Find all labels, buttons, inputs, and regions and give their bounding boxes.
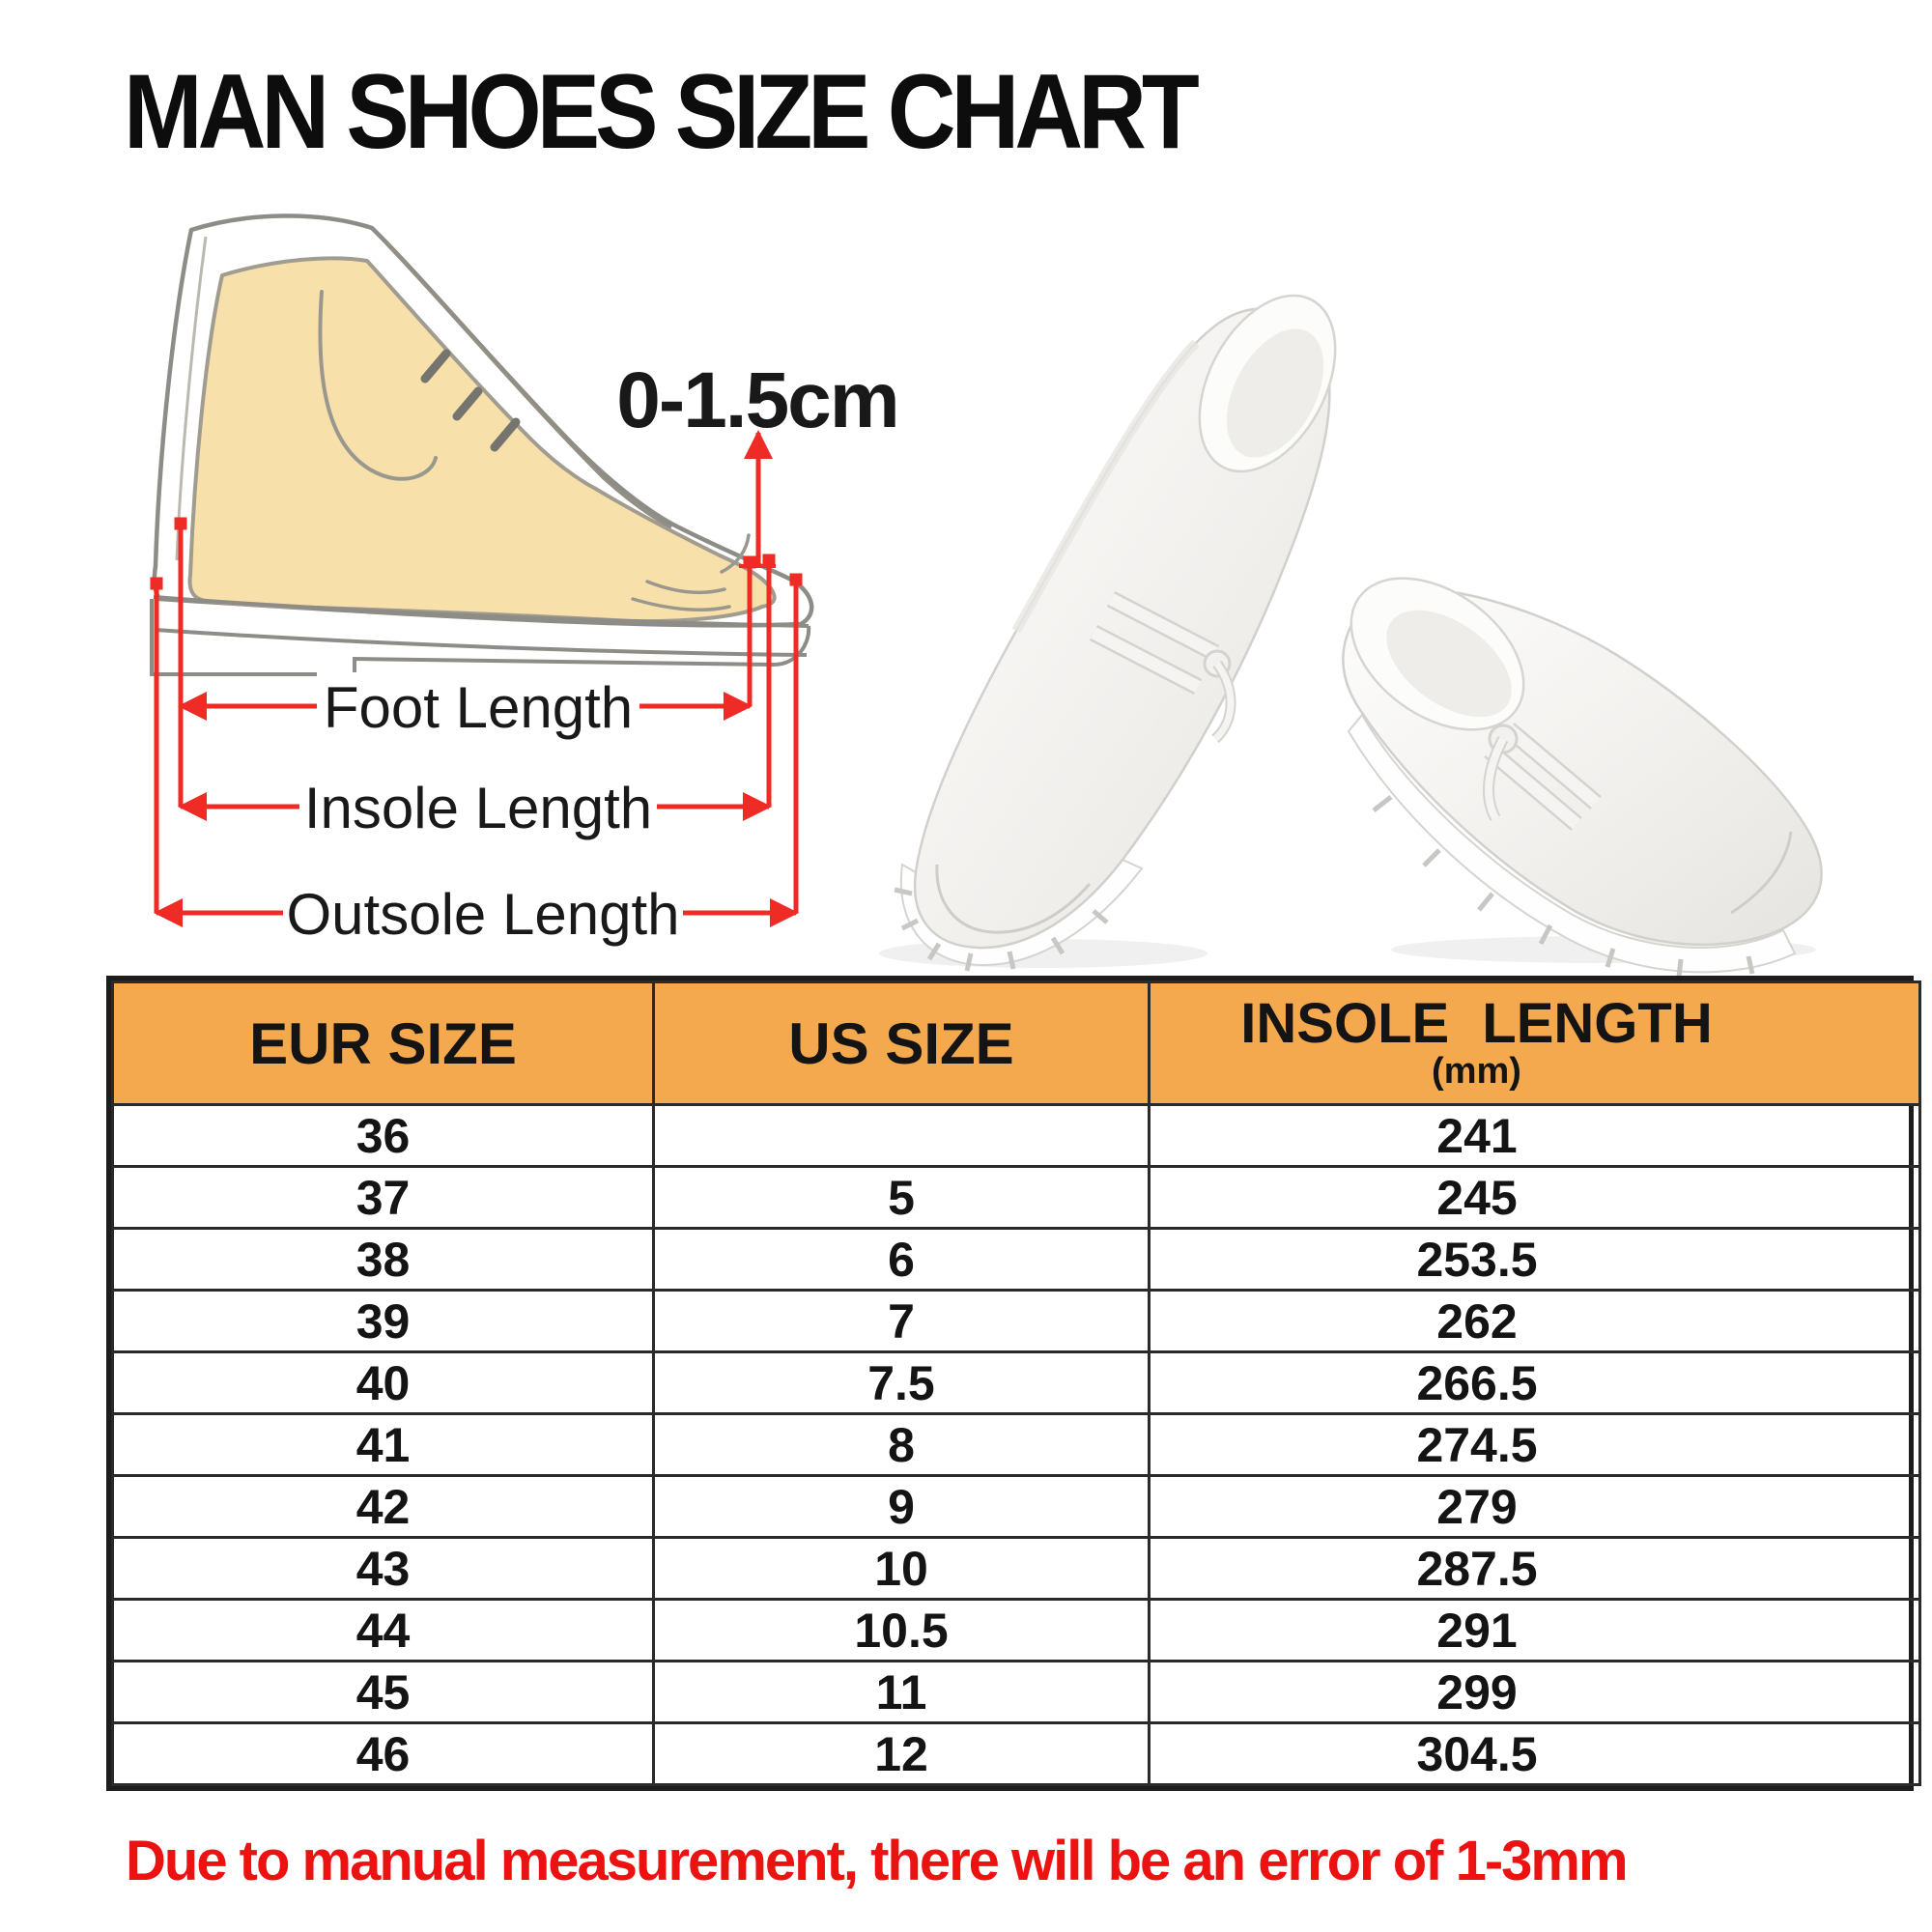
eur-cell: 42	[111, 1474, 655, 1539]
right-shoe-lace	[1483, 723, 1602, 831]
left-shoe	[894, 294, 1337, 972]
header-insole-unit: (mm)	[1432, 1051, 1521, 1092]
table-row: 46 12 304.5	[111, 1721, 1921, 1786]
sketch-collar	[384, 242, 672, 529]
insole-cell: 287.5	[1148, 1536, 1921, 1601]
foot-measurement-diagram: 0-1.5cm Foot Length Insole Length Outsol…	[150, 213, 900, 947]
insole-cell: 274.5	[1148, 1412, 1921, 1477]
eur-cell: 44	[111, 1598, 655, 1662]
foot-illustration	[187, 256, 777, 624]
us-cell: 7.5	[652, 1350, 1151, 1415]
insole-cell: 262	[1148, 1289, 1921, 1353]
left-shoe-lace	[1089, 591, 1236, 744]
page-title: MAN SHOES SIZE CHART	[124, 51, 1200, 171]
header-eur-size: EUR SIZE	[111, 980, 655, 1106]
table-row: 37 5 245	[111, 1165, 1921, 1230]
eur-cell: 40	[111, 1350, 655, 1415]
table-row: 38 6 253.5	[111, 1227, 1921, 1292]
eur-cell: 36	[111, 1103, 655, 1168]
insole-cell: 304.5	[1148, 1721, 1921, 1786]
us-cell: 5	[652, 1165, 1151, 1230]
us-cell: 9	[652, 1474, 1151, 1539]
outsole-length-label: Outsole Length	[287, 882, 680, 947]
insole-cell: 279	[1148, 1474, 1921, 1539]
us-cell: 8	[652, 1412, 1151, 1477]
insole-cell: 266.5	[1148, 1350, 1921, 1415]
us-cell: 11	[652, 1660, 1151, 1724]
left-sole-tread	[894, 887, 1109, 972]
table-header-row: EUR SIZE US SIZE INSOLE LENGTH (mm)	[111, 980, 1921, 1106]
eur-cell: 46	[111, 1721, 655, 1786]
insole-cell: 241	[1148, 1103, 1921, 1168]
white-loafers-photo	[879, 294, 1823, 976]
header-insole-length-label: INSOLE LENGTH	[1240, 992, 1713, 1055]
right-sole-tread	[1372, 795, 1755, 976]
us-cell	[652, 1103, 1151, 1168]
eur-cell: 43	[111, 1536, 655, 1601]
table-row: 45 11 299	[111, 1660, 1921, 1724]
insole-cell: 291	[1148, 1598, 1921, 1662]
header-insole-length: INSOLE LENGTH (mm)	[1148, 980, 1921, 1106]
size-table: EUR SIZE US SIZE INSOLE LENGTH (mm) 36 2…	[106, 976, 1921, 1791]
eur-cell: 45	[111, 1660, 655, 1724]
us-cell: 7	[652, 1289, 1151, 1353]
measurement-disclaimer: Due to manual measurement, there will be…	[126, 1830, 1629, 1892]
table-row: 36 241	[111, 1103, 1921, 1168]
toe-gap-label: 0-1.5cm	[616, 356, 897, 444]
eur-cell: 39	[111, 1289, 655, 1353]
table-row: 43 10 287.5	[111, 1536, 1921, 1601]
us-cell: 10.5	[652, 1598, 1151, 1662]
table-row: 39 7 262	[111, 1289, 1921, 1353]
eur-cell: 41	[111, 1412, 655, 1477]
eur-cell: 37	[111, 1165, 655, 1230]
foot-length-label: Foot Length	[324, 675, 633, 740]
measurement-labels: 0-1.5cm Foot Length Insole Length Outsol…	[283, 356, 900, 947]
insole-cell: 253.5	[1148, 1227, 1921, 1292]
left-moc-seam	[935, 864, 1092, 934]
eur-cell: 38	[111, 1227, 655, 1292]
us-cell: 6	[652, 1227, 1151, 1292]
table-row: 40 7.5 266.5	[111, 1350, 1921, 1415]
table-row: 41 8 274.5	[111, 1412, 1921, 1477]
us-cell: 12	[652, 1721, 1151, 1786]
us-cell: 10	[652, 1536, 1151, 1601]
insole-cell: 245	[1148, 1165, 1921, 1230]
lace-ticks	[420, 349, 521, 452]
table-row: 42 9 279	[111, 1474, 1921, 1539]
right-shoe	[1342, 577, 1823, 976]
insole-length-label: Insole Length	[304, 776, 652, 840]
header-us-size: US SIZE	[652, 980, 1151, 1106]
table-row: 44 10.5 291	[111, 1598, 1921, 1662]
insole-cell: 299	[1148, 1660, 1921, 1724]
